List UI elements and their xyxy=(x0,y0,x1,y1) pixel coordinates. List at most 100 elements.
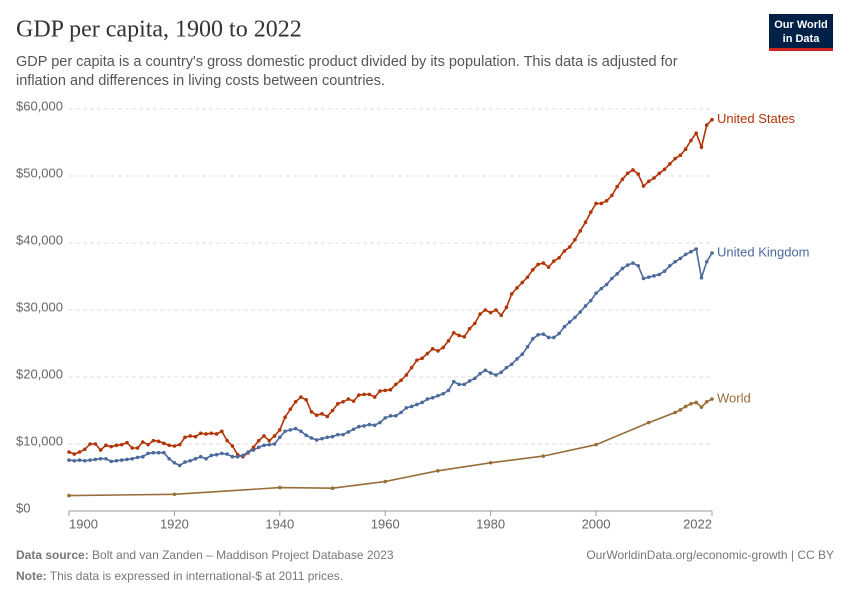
point xyxy=(710,117,714,122)
point xyxy=(156,450,161,455)
line xyxy=(68,119,713,458)
point xyxy=(583,304,588,308)
point xyxy=(689,402,693,406)
logo[interactable]: Our World in Data xyxy=(769,14,833,51)
point xyxy=(256,438,261,443)
point xyxy=(683,252,688,257)
point xyxy=(151,450,156,455)
logo-text: Our World xyxy=(774,19,828,31)
point xyxy=(567,320,572,324)
point xyxy=(599,286,604,291)
point xyxy=(415,402,419,407)
point xyxy=(615,184,619,189)
point xyxy=(72,458,77,463)
source-url[interactable]: OurWorldinData.org/economic-growth | CC … xyxy=(586,548,834,562)
note-text: This data is expressed in international-… xyxy=(50,569,343,583)
series-label: United Kingdom xyxy=(717,244,810,259)
point xyxy=(662,269,667,273)
x-tick-label: 2000 xyxy=(582,516,611,531)
x-tick-label: 1920 xyxy=(160,516,189,531)
point xyxy=(335,432,340,437)
point xyxy=(620,177,625,182)
point xyxy=(451,379,456,384)
point xyxy=(177,442,182,447)
point xyxy=(288,407,293,411)
point xyxy=(420,400,424,405)
point xyxy=(167,456,171,461)
point xyxy=(72,452,77,456)
point xyxy=(504,305,509,310)
point xyxy=(172,460,177,465)
point xyxy=(641,276,646,281)
point xyxy=(536,332,540,337)
point xyxy=(678,408,683,412)
point xyxy=(509,362,514,367)
point xyxy=(83,458,87,463)
point xyxy=(446,339,451,343)
point xyxy=(430,347,435,351)
point xyxy=(520,280,525,285)
point xyxy=(557,331,561,336)
point xyxy=(578,310,583,314)
point xyxy=(610,276,614,281)
point xyxy=(330,408,335,413)
point xyxy=(383,479,388,484)
point xyxy=(657,171,662,176)
point xyxy=(162,450,166,455)
point xyxy=(146,442,150,447)
point xyxy=(293,399,298,404)
point xyxy=(399,378,403,383)
point xyxy=(383,416,388,420)
point xyxy=(467,379,472,383)
point xyxy=(378,420,382,425)
point xyxy=(362,424,366,428)
point xyxy=(267,438,272,443)
series xyxy=(67,397,714,498)
point xyxy=(283,429,287,434)
point xyxy=(346,397,351,401)
point xyxy=(462,335,467,339)
point xyxy=(183,460,187,464)
line xyxy=(68,247,713,467)
point xyxy=(198,454,203,459)
x-tick-label: 1940 xyxy=(265,516,294,531)
point xyxy=(509,292,514,296)
point xyxy=(436,349,440,353)
point xyxy=(256,445,261,450)
y-tick-label: $40,000 xyxy=(16,232,63,247)
point xyxy=(393,414,398,418)
point xyxy=(299,429,303,434)
subtitle: inflation and differences in living cost… xyxy=(16,73,385,89)
point xyxy=(314,438,319,442)
logo-text: in Data xyxy=(783,33,821,45)
point xyxy=(325,414,330,419)
point xyxy=(204,456,208,461)
x-tick-label: 2022 xyxy=(683,516,712,531)
point xyxy=(689,138,693,143)
point xyxy=(372,395,377,399)
point xyxy=(436,393,440,398)
point xyxy=(562,324,567,329)
point xyxy=(357,393,361,397)
point xyxy=(151,438,156,443)
point xyxy=(388,387,393,392)
point xyxy=(704,259,709,264)
point xyxy=(588,298,593,303)
x-tick-label: 1900 xyxy=(69,516,98,531)
point xyxy=(109,444,113,449)
point xyxy=(425,397,430,401)
point xyxy=(515,357,519,361)
y-tick-label: $60,000 xyxy=(16,98,63,113)
point xyxy=(172,444,177,448)
point xyxy=(198,431,203,436)
y-tick-label: $20,000 xyxy=(16,366,63,381)
point xyxy=(393,382,398,387)
point xyxy=(109,459,113,464)
point xyxy=(140,454,145,459)
point xyxy=(330,486,335,491)
point xyxy=(362,392,366,397)
point xyxy=(399,410,403,415)
point xyxy=(162,441,166,446)
point xyxy=(214,432,219,436)
